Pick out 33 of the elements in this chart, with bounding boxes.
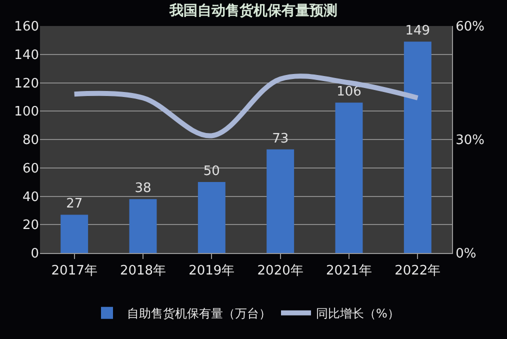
data-label: 38 xyxy=(134,181,152,196)
y-tick-label: 80 xyxy=(22,133,39,148)
data-label: 27 xyxy=(66,196,83,212)
y2-tick-label: 60% xyxy=(456,20,485,35)
x-tick-label: 2019年 xyxy=(188,264,235,279)
chart-title: 我国自动售货机保有量预测 xyxy=(168,2,338,19)
y2-tick-label: 0% xyxy=(456,246,476,262)
y-tick-label: 100 xyxy=(14,104,39,120)
data-label: 149 xyxy=(405,24,430,39)
bar xyxy=(198,182,226,253)
bar xyxy=(404,42,432,253)
y-tick-label: 0 xyxy=(30,246,39,262)
legend-label: 自助售货机保有量（万台） xyxy=(127,306,271,321)
legend-label: 同比增长（%） xyxy=(316,306,400,321)
data-label: 73 xyxy=(272,131,289,146)
y-tick-label: 140 xyxy=(14,48,39,63)
x-tick-label: 2017年 xyxy=(51,264,98,279)
y-tick-label: 60 xyxy=(22,161,39,176)
y-tick-label: 20 xyxy=(22,218,39,234)
x-tick-label: 2020年 xyxy=(257,264,304,279)
y-tick-label: 120 xyxy=(14,76,39,92)
y-tick-label: 40 xyxy=(22,190,39,205)
x-tick-label: 2021年 xyxy=(326,264,372,279)
bar xyxy=(129,199,157,253)
bar xyxy=(60,214,88,253)
y-tick-label: 160 xyxy=(14,20,39,35)
x-tick-label: 2022年 xyxy=(394,264,441,279)
bar xyxy=(266,149,294,253)
data-label: 106 xyxy=(336,84,362,100)
x-tick-label: 2018年 xyxy=(120,264,166,279)
y2-tick-label: 30% xyxy=(456,133,485,148)
bar xyxy=(335,102,363,253)
data-label: 50 xyxy=(203,164,220,180)
